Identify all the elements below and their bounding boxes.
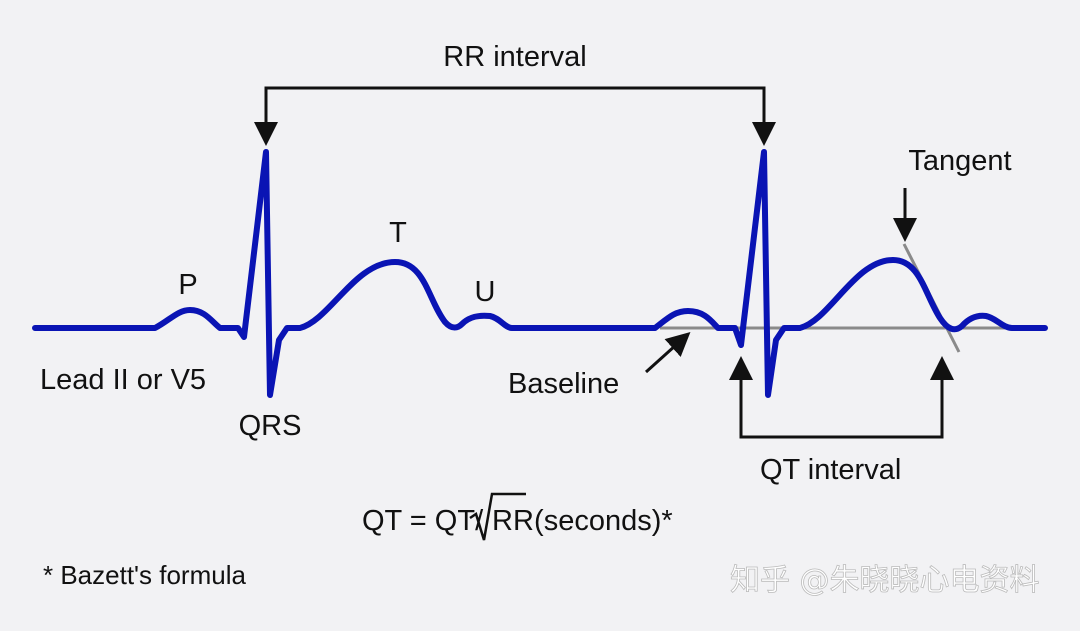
formula-right: (seconds)* [526,505,673,537]
rr-interval-bracket [254,86,776,146]
tangent-label: Tangent [908,145,1011,177]
formula-rr: RR [492,505,534,537]
u-wave-label: U [475,276,496,308]
baseline-label: Baseline [508,368,619,400]
qt-interval-label: QT interval [760,454,901,486]
baseline-arrow [644,331,691,374]
lead-label: Lead II or V5 [40,364,206,396]
watermark: 知乎 @朱晓晓心电资料 [730,563,1040,598]
qt-interval-bracket [729,356,954,439]
t-wave-label: T [389,217,407,249]
p-wave-label: P [178,269,197,301]
qrs-label: QRS [239,410,302,442]
footnote: * Bazett's formula [43,560,246,590]
sqrt-sign [469,492,526,541]
rr-interval-label: RR interval [443,41,586,73]
bazett-formula: QT = QT/ RR (seconds)* [362,492,673,541]
ecg-trace [32,149,1048,398]
formula-left: QT = QT/ [362,505,484,537]
